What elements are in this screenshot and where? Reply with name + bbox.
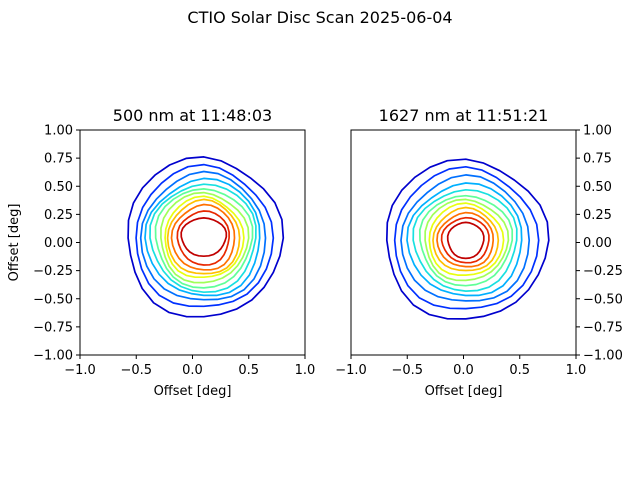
y-tick-label: −1.00 bbox=[33, 349, 73, 364]
y-axis-label: Offset [deg] bbox=[7, 204, 22, 282]
contour-level-5 bbox=[418, 194, 514, 287]
plot-frame bbox=[79, 129, 306, 356]
y-tick-label: −0.25 bbox=[583, 264, 623, 279]
y-tick-label: −0.50 bbox=[583, 292, 623, 307]
y-tick-label: −0.25 bbox=[33, 264, 73, 279]
x-tick-label: −0.5 bbox=[120, 363, 152, 378]
contour-level-7 bbox=[164, 195, 245, 279]
x-tick-label: −1.0 bbox=[64, 363, 96, 378]
contour-lines bbox=[385, 158, 550, 320]
contour-panel-500nm: 500 nm at 11:48:03 −1.0 −0.5 0.0 0.5 1.0 −1.00… bbox=[7, 106, 315, 399]
x-axis-label: Offset [deg] bbox=[425, 384, 503, 399]
y-tick-label: 1.00 bbox=[44, 124, 73, 139]
contour-level-0 bbox=[127, 156, 285, 318]
x-axis-label: Offset [deg] bbox=[154, 384, 232, 399]
contour-level-11 bbox=[180, 217, 228, 258]
contour-level-9 bbox=[436, 211, 495, 268]
contour-level-10 bbox=[176, 210, 230, 266]
contour-panel-1627nm: 1627 nm at 11:51:21 −1.0 −0.5 0.0 0.5 1.0−1.0… bbox=[335, 106, 623, 399]
contour-level-9 bbox=[170, 203, 236, 271]
x-tick-label: −0.5 bbox=[391, 363, 423, 378]
plot-frame bbox=[350, 129, 577, 356]
contour-level-0 bbox=[385, 158, 550, 320]
y-tick-label: 1.00 bbox=[583, 124, 612, 139]
contour-level-6 bbox=[160, 191, 250, 284]
y-tick-label: 0.25 bbox=[44, 208, 73, 223]
x-tick-label: 0.5 bbox=[238, 363, 259, 378]
x-tick-label: 1.0 bbox=[295, 363, 316, 378]
y-tick-label: −0.75 bbox=[33, 320, 73, 335]
y-tick-label: −0.50 bbox=[33, 292, 73, 307]
panel-title: 500 nm at 11:48:03 bbox=[113, 106, 272, 125]
contour-level-1 bbox=[135, 163, 275, 308]
contour-level-8 bbox=[166, 198, 241, 275]
contour-level-1 bbox=[393, 165, 540, 310]
contour-level-10 bbox=[440, 216, 490, 264]
contour-level-8 bbox=[432, 206, 500, 272]
x-tick-label: 0.0 bbox=[453, 363, 474, 378]
contour-lines bbox=[127, 156, 285, 318]
x-tick-label: 0.0 bbox=[182, 363, 203, 378]
contour-level-11 bbox=[446, 221, 485, 260]
y-tick-label: 0.00 bbox=[44, 236, 73, 251]
contour-level-7 bbox=[428, 202, 505, 276]
y-tick-label: 0.50 bbox=[44, 180, 73, 195]
contour-level-2 bbox=[400, 174, 531, 302]
y-tick-label: 0.75 bbox=[44, 152, 73, 167]
contour-level-3 bbox=[144, 177, 261, 297]
contour-level-6 bbox=[424, 198, 510, 282]
x-tick-label: −1.0 bbox=[335, 363, 367, 378]
contour-level-4 bbox=[412, 188, 518, 292]
y-tick-label: 0.25 bbox=[583, 208, 612, 223]
y-tick-label: −0.75 bbox=[583, 320, 623, 335]
y-tick-label: 0.00 bbox=[583, 236, 612, 251]
y-tick-label: −1.00 bbox=[583, 349, 623, 364]
contour-level-2 bbox=[139, 170, 267, 301]
x-tick-label: 0.5 bbox=[509, 363, 530, 378]
figure-suptitle: CTIO Solar Disc Scan 2025-06-04 bbox=[187, 8, 452, 27]
contour-level-4 bbox=[149, 183, 257, 294]
panel-title: 1627 nm at 11:51:21 bbox=[379, 106, 549, 125]
contour-level-3 bbox=[406, 182, 523, 297]
x-tick-label: 1.0 bbox=[566, 363, 587, 378]
contour-level-5 bbox=[154, 188, 254, 289]
y-tick-label: 0.50 bbox=[583, 180, 612, 195]
y-tick-label: 0.75 bbox=[583, 152, 612, 167]
